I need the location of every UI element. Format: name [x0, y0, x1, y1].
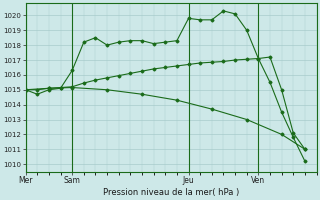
X-axis label: Pression niveau de la mer( hPa ): Pression niveau de la mer( hPa ) [103, 188, 239, 197]
